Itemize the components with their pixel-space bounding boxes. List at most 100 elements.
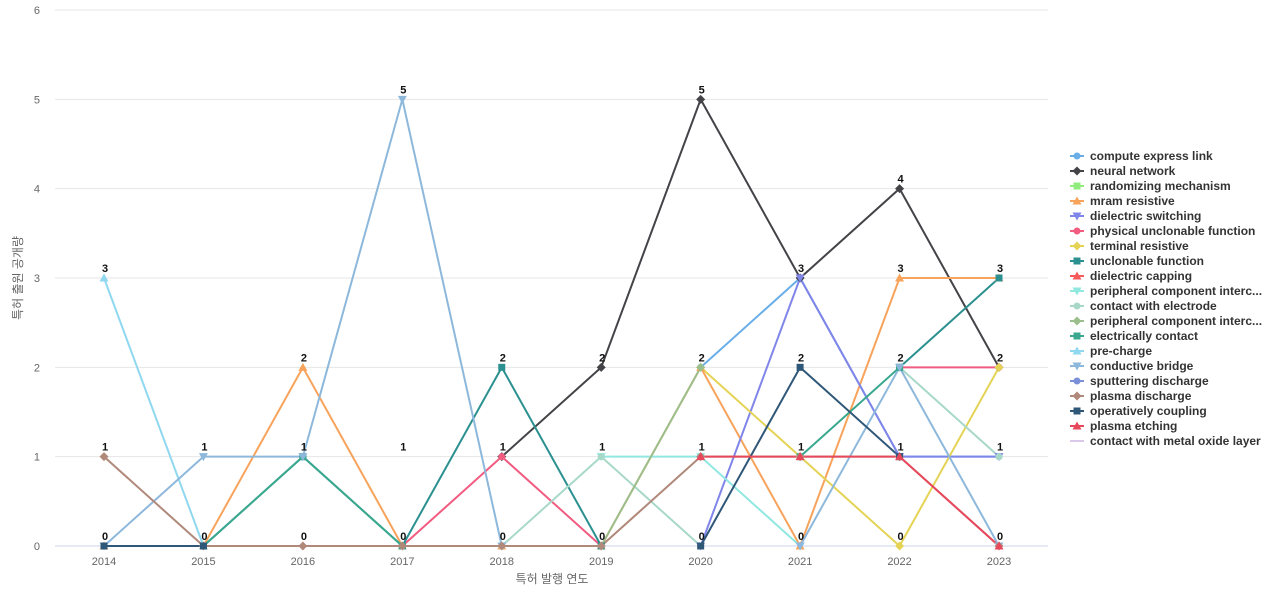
data-point[interactable] <box>100 542 108 550</box>
y-tick-label: 2 <box>34 362 40 374</box>
data-point[interactable] <box>99 273 109 282</box>
data-point[interactable] <box>795 452 805 461</box>
legend-item[interactable]: pre-charge <box>1070 344 1152 358</box>
series-line[interactable] <box>700 455 1000 547</box>
data-label: 5 <box>400 84 406 96</box>
x-tick-label: 2016 <box>291 556 315 568</box>
data-point[interactable] <box>397 541 407 551</box>
legend-marker <box>1072 316 1082 326</box>
data-point[interactable] <box>696 452 706 461</box>
data-label: 3 <box>997 263 1003 275</box>
data-point[interactable] <box>895 363 905 372</box>
legend-item[interactable]: neural network <box>1070 164 1176 178</box>
data-point[interactable] <box>796 363 804 371</box>
series-markers <box>99 94 1004 551</box>
legend-item[interactable]: randomizing mechanism <box>1070 179 1231 193</box>
x-tick-label: 2023 <box>987 556 1011 568</box>
data-point[interactable] <box>498 363 506 371</box>
legend-label: dielectric capping <box>1090 269 1192 283</box>
series-line[interactable] <box>898 366 1000 458</box>
data-point[interactable] <box>895 273 905 282</box>
data-point[interactable] <box>697 542 705 550</box>
legend-marker <box>1072 287 1082 296</box>
data-point[interactable] <box>696 362 706 372</box>
series-line[interactable] <box>898 277 1000 369</box>
legend-label: dielectric switching <box>1090 209 1201 223</box>
legend-marker <box>1072 391 1082 401</box>
data-point[interactable] <box>596 362 606 372</box>
data-point[interactable] <box>596 541 606 551</box>
data-label: 0 <box>102 531 108 543</box>
legend-label: unclonable function <box>1090 254 1204 268</box>
data-point[interactable] <box>298 541 308 551</box>
data-point[interactable] <box>994 362 1004 372</box>
data-point[interactable] <box>298 362 308 371</box>
data-label: 0 <box>400 531 406 543</box>
legend-label: conductive bridge <box>1090 359 1194 373</box>
data-point[interactable] <box>994 541 1004 550</box>
series-line[interactable] <box>501 98 1000 458</box>
legend-item[interactable]: peripheral component interc... <box>1070 284 1262 298</box>
legend-label: plasma etching <box>1090 419 1177 433</box>
legend-item[interactable]: physical unclonable function <box>1070 224 1255 238</box>
data-point[interactable] <box>895 541 905 551</box>
data-point[interactable] <box>199 542 207 550</box>
series-line[interactable] <box>104 455 404 547</box>
series-line[interactable] <box>600 366 702 547</box>
x-tick-label: 2015 <box>191 556 215 568</box>
legend-label: sputtering discharge <box>1090 374 1209 388</box>
data-label: 2 <box>897 352 903 364</box>
legend-item[interactable]: compute express link <box>1070 149 1213 163</box>
data-point[interactable] <box>995 453 1003 461</box>
legend-marker <box>1073 227 1081 235</box>
legend-item[interactable]: peripheral component interc... <box>1070 314 1262 328</box>
data-point[interactable] <box>795 542 805 551</box>
series-line[interactable] <box>103 98 503 547</box>
data-point[interactable] <box>298 453 308 462</box>
legend-label: terminal resistive <box>1090 239 1189 253</box>
data-label: 1 <box>201 442 207 454</box>
legend-item[interactable]: terminal resistive <box>1070 239 1189 253</box>
data-label: 0 <box>599 531 605 543</box>
data-point[interactable] <box>198 453 208 462</box>
legend-label: randomizing mechanism <box>1090 179 1231 193</box>
legend-item[interactable]: unclonable function <box>1070 254 1204 268</box>
data-point[interactable] <box>497 541 507 551</box>
legend-label: physical unclonable function <box>1090 224 1255 238</box>
legend-item[interactable]: plasma discharge <box>1070 389 1192 403</box>
data-point[interactable] <box>99 452 109 462</box>
series-line[interactable] <box>103 277 205 547</box>
legend-item[interactable]: contact with electrode <box>1070 299 1217 313</box>
legend-marker <box>1072 241 1082 251</box>
legend-item[interactable]: mram resistive <box>1070 194 1175 208</box>
legend-item[interactable]: dielectric switching <box>1070 209 1201 223</box>
legend-item[interactable]: operatively coupling <box>1070 404 1207 418</box>
legend-item[interactable]: electrically contact <box>1070 329 1198 343</box>
data-point[interactable] <box>895 452 905 461</box>
x-tick-label: 2019 <box>589 556 613 568</box>
data-point[interactable] <box>498 453 506 461</box>
data-point[interactable] <box>995 274 1003 282</box>
legend-item[interactable]: plasma etching <box>1070 419 1177 433</box>
data-point[interactable] <box>696 94 706 104</box>
legend-marker <box>1073 182 1081 190</box>
data-point[interactable] <box>397 95 407 104</box>
legend-marker <box>1072 271 1082 280</box>
data-label: 0 <box>997 531 1003 543</box>
legend-item[interactable]: dielectric capping <box>1070 269 1192 283</box>
data-point[interactable] <box>895 184 905 194</box>
legend-marker <box>1072 362 1082 371</box>
data-label: 2 <box>699 352 705 364</box>
legend-marker <box>1071 440 1083 442</box>
y-tick-label: 0 <box>34 541 40 553</box>
data-point[interactable] <box>597 453 605 461</box>
data-point[interactable] <box>795 274 805 283</box>
legend-item[interactable]: contact with metal oxide layer <box>1070 434 1261 448</box>
legend-marker <box>1072 166 1082 176</box>
legend-item[interactable]: sputtering discharge <box>1070 374 1209 388</box>
data-label: 1 <box>301 442 307 454</box>
legend-item[interactable]: conductive bridge <box>1070 359 1194 373</box>
legend-marker <box>1073 407 1081 415</box>
